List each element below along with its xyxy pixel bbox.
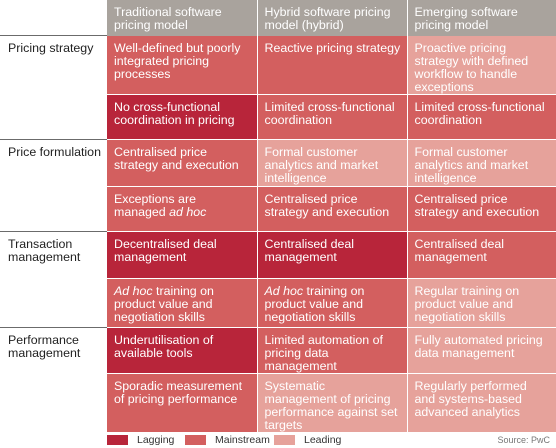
matrix-cell: Systematic management of pricing perform…	[257, 373, 408, 433]
cell-text: Proactive pricing strategy with defined …	[414, 40, 529, 94]
matrix-cell: Centralised price strategy and execution	[257, 186, 408, 232]
legend-swatch-leading	[274, 435, 295, 445]
cell-text: Well-defined but poorly integrated prici…	[114, 40, 241, 81]
row-category-label: Performance management	[0, 326, 107, 432]
legend-item-lagging: Lagging	[107, 434, 174, 446]
cell-text: Centralised deal management	[264, 236, 355, 264]
matrix-row: Ad hoc training on product value and neg…	[0, 278, 556, 328]
pricing-maturity-matrix: Traditional software pricing model Hybrid…	[0, 0, 556, 433]
matrix-cell: Centralised price strategy and execution	[107, 139, 258, 187]
header-row: Traditional software pricing model Hybrid…	[0, 0, 556, 36]
matrix-cell: Proactive pricing strategy with defined …	[407, 35, 556, 95]
cell-text: Limited cross-functional coordination	[264, 99, 395, 127]
row-category-label: Transaction management	[0, 230, 107, 327]
cell-text: Centralised price strategy and execution	[414, 191, 540, 219]
cell-text: Limited automation of pricing data manag…	[264, 332, 383, 373]
cell-text: Regular training on product value and ne…	[414, 283, 520, 324]
cell-text: Systematic management of pricing perform…	[264, 378, 398, 432]
matrix-cell: Reactive pricing strategy	[257, 35, 408, 95]
cell-text: training on product value and negotiatio…	[114, 283, 214, 324]
matrix-cell: Centralised deal management	[407, 231, 556, 279]
matrix-cell: Centralised price strategy and execution	[407, 186, 556, 232]
cell-text: No cross-functional coordination in pric…	[114, 99, 235, 127]
cell-text: Exceptions are managed	[114, 191, 196, 219]
matrix-cell: Formal customer analytics and market int…	[407, 139, 556, 187]
legend-swatch-lagging	[107, 435, 128, 445]
matrix-row: No cross-functional coordination in pric…	[0, 94, 556, 140]
matrix-cell: No cross-functional coordination in pric…	[107, 94, 258, 140]
cell-italic-text: ad hoc	[169, 204, 207, 219]
matrix-cell: Decentralised deal management	[107, 231, 258, 279]
matrix-cell: Exceptions are managed ad hoc	[107, 186, 258, 232]
matrix-row: Performance management Underutilisation o…	[0, 326, 556, 432]
matrix-cell: Well-defined but poorly integrated prici…	[107, 35, 258, 95]
matrix-cell: Limited automation of pricing data manag…	[257, 327, 408, 374]
legend-label-mainstream: Mainstream	[215, 434, 270, 446]
matrix-cell: Ad hoc training on product value and neg…	[257, 278, 408, 328]
column-header: Traditional software pricing model	[107, 0, 258, 36]
cell-text: Centralised deal management	[414, 236, 505, 264]
legend-label-leading: Leading	[304, 434, 342, 446]
matrix-cell: Centralised deal management	[257, 231, 408, 279]
row-category-label: Price formulation	[0, 138, 107, 231]
matrix-row: Price formulation Centralised price strat…	[0, 138, 556, 231]
matrix-cell: Formal customer analytics and market int…	[257, 139, 408, 187]
matrix-cell: Regular training on product value and ne…	[407, 278, 556, 328]
legend-item-mainstream: Mainstream	[185, 434, 270, 446]
cell-text: training on product value and negotiatio…	[264, 283, 365, 324]
matrix-row: Exceptions are managed ad hoc Centralised…	[0, 186, 556, 232]
matrix-cell: Sporadic measurement of pricing performa…	[107, 373, 258, 433]
cell-text: Limited cross-functional coordination	[414, 99, 545, 127]
matrix-cell: Underutilisation of available tools	[107, 327, 258, 374]
matrix-cell: Ad hoc training on product value and neg…	[107, 278, 258, 328]
matrix-row: Pricing strategy Well-defined but poorly …	[0, 35, 556, 139]
cell-italic-text: Ad hoc	[264, 283, 304, 298]
cell-text: Fully automated pricing data management	[414, 332, 543, 360]
matrix-cell: Fully automated pricing data management	[407, 327, 556, 374]
matrix-cell: Regularly performed and systems-based ad…	[407, 373, 556, 433]
cell-text: Formal customer analytics and market int…	[264, 144, 379, 185]
header-corner	[0, 0, 107, 36]
matrix-cell: Limited cross-functional coordination	[257, 94, 408, 140]
cell-text: Formal customer analytics and market int…	[414, 144, 529, 185]
cell-text: Sporadic measurement of pricing performa…	[114, 378, 243, 406]
cell-text: Reactive pricing strategy	[264, 40, 401, 55]
cell-text: Regularly performed and systems-based ad…	[414, 378, 527, 419]
legend-swatch-mainstream	[185, 435, 206, 445]
cell-text: Centralised price strategy and execution	[114, 144, 239, 172]
source-note: Source: PwC	[497, 435, 550, 445]
matrix-cell: Limited cross-functional coordination	[407, 94, 556, 140]
matrix-row: Sporadic measurement of pricing performa…	[0, 373, 556, 433]
legend-item-leading: Leading	[274, 434, 341, 446]
cell-text: Centralised price strategy and execution	[264, 191, 390, 219]
column-header: Emerging software pricing model	[407, 0, 556, 36]
legend-label-lagging: Lagging	[137, 434, 175, 446]
cell-text: Decentralised deal management	[114, 236, 217, 264]
matrix-row: Transaction management Decentralised deal…	[0, 230, 556, 327]
legend: Lagging Mainstream Leading Source: PwC	[0, 434, 556, 448]
column-header: Hybrid software pricing model (hybrid)	[257, 0, 408, 36]
cell-text: Underutilisation of available tools	[114, 332, 214, 360]
row-category-label: Pricing strategy	[0, 35, 107, 139]
cell-italic-text: Ad hoc	[114, 283, 153, 298]
